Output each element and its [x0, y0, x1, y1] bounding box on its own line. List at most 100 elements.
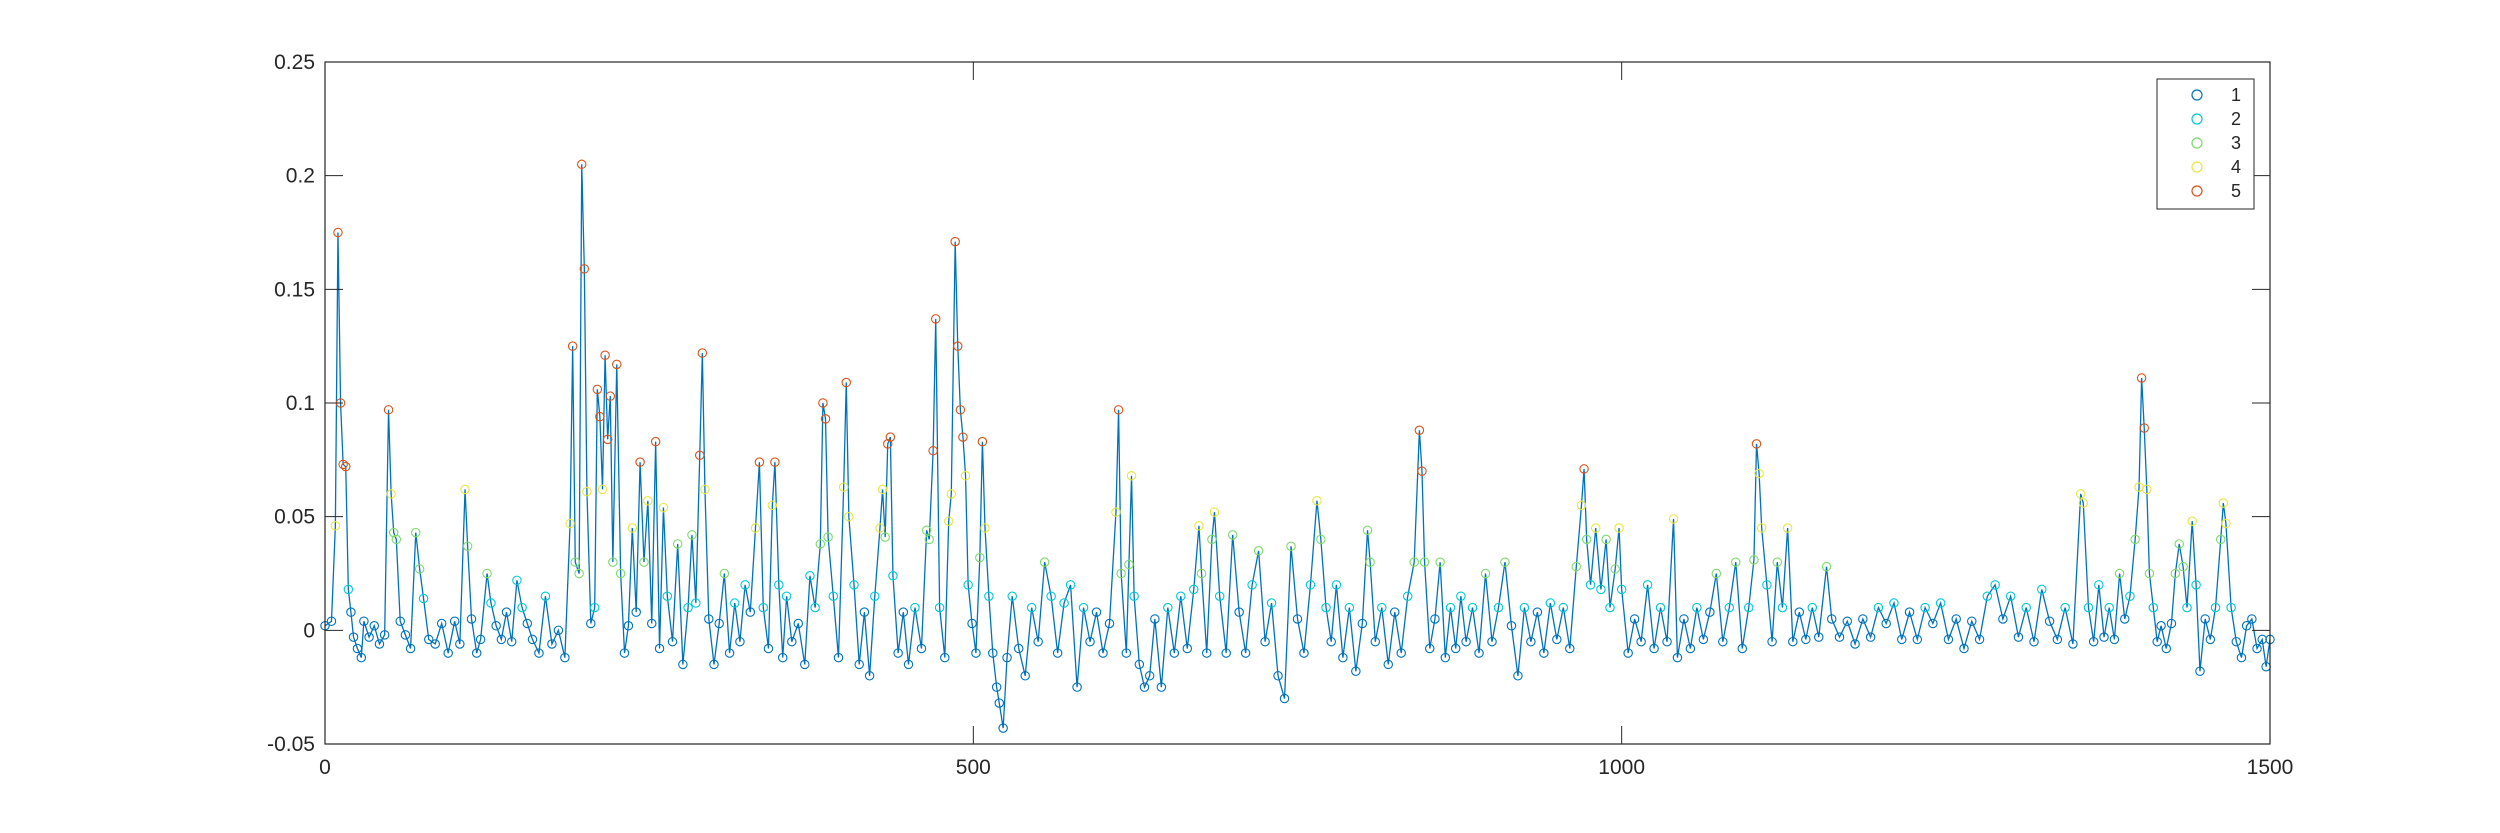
data-point [547, 639, 557, 649]
data-point [704, 614, 714, 624]
data-point [1357, 618, 1368, 629]
data-point [1731, 557, 1741, 567]
y-tick-label: 0.2 [286, 165, 315, 188]
data-point [1134, 659, 1145, 670]
data-point [567, 341, 578, 351]
data-point [2187, 516, 2197, 526]
data-point [1435, 557, 1445, 567]
data-point [818, 398, 828, 408]
data-point [697, 348, 708, 358]
data-point [527, 634, 538, 645]
data-point [340, 461, 351, 472]
data-point [754, 457, 765, 467]
data-point [359, 616, 369, 626]
data-point [1129, 591, 1139, 601]
data-point [1247, 580, 1257, 590]
data-point [1596, 584, 1606, 595]
data-point [672, 539, 683, 549]
data-point [662, 591, 673, 601]
data-point [475, 634, 486, 645]
data-point [352, 643, 363, 654]
data-point [2005, 591, 2016, 601]
data-point [1450, 643, 1461, 654]
data-point [600, 350, 610, 361]
data-point [1417, 466, 1427, 476]
data-point [1571, 561, 1582, 572]
data-point [1662, 636, 1672, 647]
data-point [841, 377, 852, 388]
data-point [758, 602, 769, 613]
data-point [709, 659, 719, 670]
data-point [770, 457, 780, 467]
legend-box [2156, 78, 2255, 210]
data-point [2142, 484, 2152, 495]
data-point [635, 457, 645, 467]
data-point [602, 434, 613, 445]
data-point [943, 516, 954, 526]
data-point [1059, 598, 1069, 608]
data-point [955, 405, 966, 415]
data-point [1396, 648, 1406, 658]
data-point [1266, 598, 1277, 608]
data-point [2178, 561, 2188, 572]
data-point [1539, 648, 1549, 658]
data-point [1500, 557, 1510, 567]
legend-marker [2191, 89, 2203, 101]
data-point [833, 652, 844, 663]
data-point [643, 495, 653, 506]
data-point [379, 630, 390, 640]
data-point [1788, 636, 1798, 647]
data-point [767, 500, 778, 511]
data-point [482, 568, 492, 579]
data-point [611, 359, 622, 370]
data-point [1440, 652, 1451, 663]
data-point [963, 580, 973, 590]
data-point [667, 636, 678, 647]
legend-marker [2191, 113, 2203, 125]
data-point [1974, 634, 1985, 645]
data-point [2075, 489, 2086, 499]
data-point [971, 648, 981, 658]
legend-label: 4 [2231, 157, 2241, 177]
data-point [631, 607, 641, 617]
data-point [1214, 591, 1225, 601]
data-point [2195, 666, 2205, 676]
data-point [1286, 541, 1296, 551]
data-point [623, 621, 634, 631]
data-point [1581, 534, 1592, 545]
data-point [1419, 557, 1430, 567]
data-point [898, 607, 909, 617]
data-point [1679, 614, 1689, 624]
data-point [1326, 636, 1336, 647]
data-point [639, 557, 649, 567]
data-point [1338, 652, 1348, 663]
data-point [2166, 618, 2177, 629]
data-point [462, 541, 473, 551]
data-point [1636, 636, 1646, 647]
data-point [1912, 634, 1923, 645]
data-point [984, 591, 994, 601]
data-point [443, 648, 453, 658]
data-point [1605, 602, 1615, 613]
data-point [1565, 643, 1575, 654]
legend-label: 2 [2231, 109, 2241, 129]
data-point [1209, 507, 1220, 517]
data-point [893, 648, 903, 658]
data-point [574, 568, 584, 579]
data-point [423, 634, 434, 645]
data-point [975, 552, 985, 563]
data-point [2148, 602, 2159, 613]
data-point [1365, 557, 1375, 567]
data-point [1207, 534, 1217, 545]
data-point [1532, 607, 1543, 617]
data-point [1821, 561, 1832, 572]
data-point [787, 636, 797, 647]
data-point [735, 636, 745, 647]
data-point [745, 607, 756, 617]
data-point [400, 630, 411, 640]
data-point [1377, 602, 1387, 613]
data-point [582, 486, 592, 497]
data-point [1121, 648, 1132, 658]
data-point [615, 568, 626, 579]
